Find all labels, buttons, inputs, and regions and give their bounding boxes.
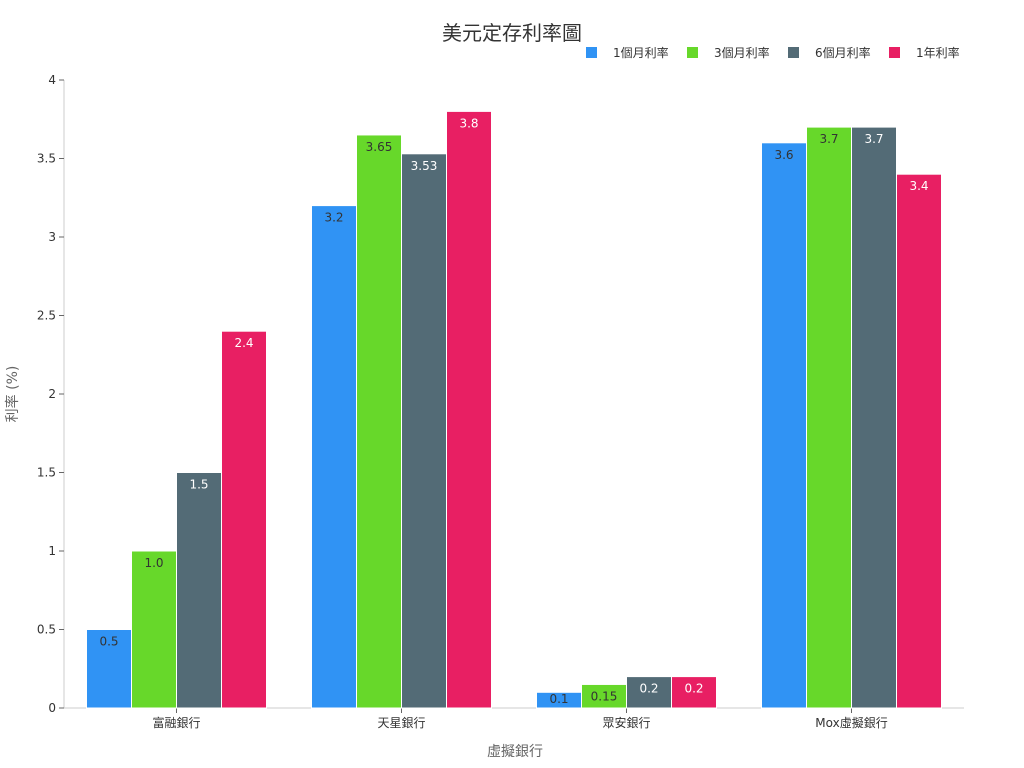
y-tick-label: 2.5 <box>37 309 56 323</box>
bar-data-label: 2.4 <box>234 336 253 350</box>
bar <box>671 676 717 709</box>
bar-data-label: 3.65 <box>366 140 393 154</box>
bar <box>176 472 222 709</box>
bar <box>761 142 807 709</box>
legend-label: 3個月利率 <box>714 45 770 60</box>
bar-labels: 0.5 3.2 0.1 3.6 1.0 3.65 0.15 3.7 1.5 3.53 0.2 3.7 2… <box>99 116 928 706</box>
bars <box>86 110 942 709</box>
legend: 1個月利率 3個月利率 6個月利率 1年利率 <box>586 45 960 60</box>
bar-data-label: 3.2 <box>324 211 343 225</box>
bar <box>851 126 897 709</box>
legend-label: 1個月利率 <box>613 45 669 60</box>
bar-data-label: 0.15 <box>591 689 618 703</box>
bar-data-label: 3.8 <box>459 116 478 130</box>
bar <box>806 126 852 709</box>
bar <box>221 330 267 709</box>
legend-label: 6個月利率 <box>815 45 871 60</box>
y-tick-label: 0 <box>48 701 56 715</box>
bar-data-label: 3.4 <box>909 179 928 193</box>
bar <box>311 205 357 709</box>
bar-data-label: 3.6 <box>774 148 793 162</box>
x-tick-label: 富融銀行 <box>152 715 200 730</box>
legend-swatch <box>586 47 597 58</box>
x-tick-label: 眾安銀行 <box>602 715 650 730</box>
bar-data-label: 0.2 <box>639 682 658 696</box>
bar-data-label: 1.5 <box>189 478 208 492</box>
chart-title: 美元定存利率圖 <box>442 21 582 45</box>
legend-swatch <box>687 47 698 58</box>
bar-data-label: 3.53 <box>411 159 438 173</box>
y-tick-label: 2 <box>48 387 56 401</box>
y-tick-label: 1.5 <box>37 466 56 480</box>
bar-data-label: 3.7 <box>819 132 838 146</box>
legend-swatch <box>788 47 799 58</box>
y-tick-label: 4 <box>48 73 56 87</box>
bar <box>356 134 402 709</box>
x-tick-label: 天星銀行 <box>377 716 425 730</box>
y-tick-label: 1 <box>48 544 56 558</box>
x-axis-label: 虛擬銀行 <box>487 744 543 760</box>
bar <box>131 550 177 709</box>
bar-data-label: 1.0 <box>144 556 163 570</box>
bar-data-label: 0.5 <box>99 635 118 649</box>
bar-data-label: 0.2 <box>684 682 703 696</box>
bar-data-label: 3.7 <box>864 132 883 146</box>
y-tick-label: 0.5 <box>37 623 56 637</box>
legend-swatch <box>889 47 900 58</box>
bar <box>401 153 447 709</box>
y-tick-label: 3 <box>48 230 56 244</box>
x-axis: 富融銀行 天星銀行 眾安銀行 Mox虛擬銀行 <box>64 707 964 730</box>
bar <box>446 110 492 709</box>
x-tick-label: Mox虛擬銀行 <box>815 715 887 730</box>
bar <box>86 629 132 709</box>
y-axis-label: 利率 (%) <box>4 366 21 423</box>
y-axis: 0 0.5 1 1.5 2 2.5 3 3.5 4 <box>37 73 65 715</box>
bar-data-label: 0.1 <box>549 692 568 706</box>
bar <box>896 173 942 709</box>
legend-label: 1年利率 <box>916 45 960 60</box>
y-tick-label: 3.5 <box>37 152 56 166</box>
